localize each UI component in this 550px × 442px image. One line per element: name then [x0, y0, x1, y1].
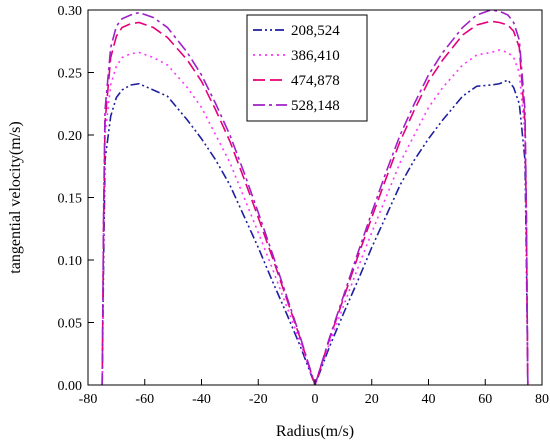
- x-tick-label: 20: [365, 392, 379, 407]
- y-tick-label: 0.20: [58, 129, 83, 144]
- y-tick-label: 0.05: [58, 317, 83, 332]
- y-tick-label: 0.10: [58, 254, 83, 269]
- y-tick-label: 0.00: [58, 379, 83, 394]
- y-tick-label: 0.25: [58, 67, 83, 82]
- y-axis-title: tangential velocity(m/s): [7, 121, 24, 273]
- x-tick-label: -80: [79, 392, 98, 407]
- legend-label: 208,524: [291, 23, 340, 39]
- y-tick-label: 0.30: [58, 4, 83, 19]
- legend: 208,524 386,410 474,878 528,148: [246, 14, 368, 122]
- legend-box: [246, 14, 368, 122]
- legend-label: 386,410: [291, 48, 340, 64]
- series-line-3: [101, 20, 529, 385]
- x-axis-title: Radius(m/s): [276, 423, 354, 440]
- x-tick-label: 40: [422, 392, 436, 407]
- x-tick-label: -40: [192, 392, 211, 407]
- y-tick-label: 0.15: [58, 192, 83, 207]
- x-tick-label: -60: [135, 392, 154, 407]
- axis-ticks: -80 -60 -40 -20 0 20 40 60 80 0.00 0.05 0.10 0.15 0.2…: [58, 4, 550, 407]
- x-tick-label: 60: [478, 392, 492, 407]
- series-line-2: [101, 49, 529, 385]
- legend-label: 474,878: [291, 73, 340, 89]
- x-tick-label: 80: [535, 392, 549, 407]
- legend-label: 528,148: [291, 98, 340, 114]
- x-tick-label: -20: [249, 392, 268, 407]
- series-line-1: [101, 79, 529, 385]
- series-line-4: [101, 9, 529, 385]
- series-lines: [101, 9, 529, 385]
- x-tick-label: 0: [312, 392, 319, 407]
